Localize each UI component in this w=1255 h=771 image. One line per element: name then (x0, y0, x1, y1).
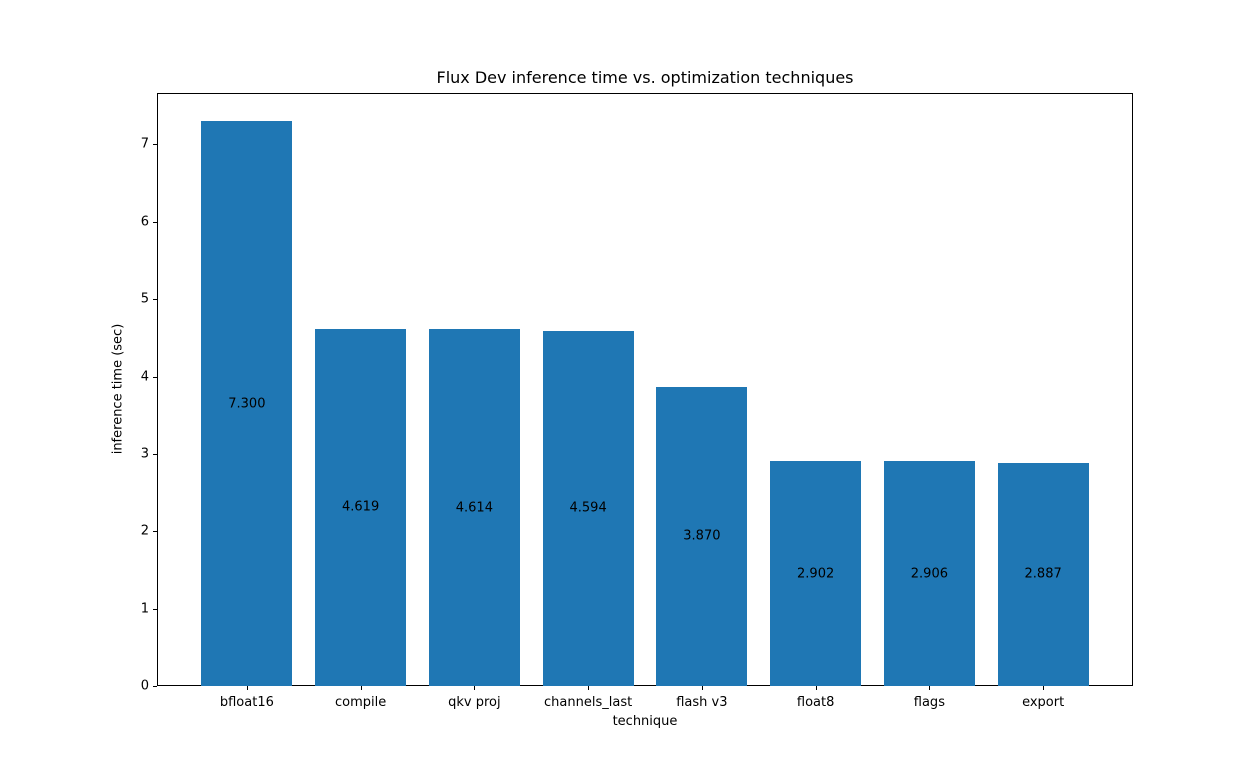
y-tick-label: 4 (140, 369, 149, 385)
x-tick-label-export: export (1022, 695, 1065, 710)
x-tick-mark (1043, 686, 1045, 690)
bar-compile (315, 328, 407, 686)
y-tick-label: 1 (140, 601, 149, 617)
x-tick-label-flash-v3: flash v3 (676, 695, 728, 710)
bar-value-label: 2.902 (797, 566, 835, 582)
x-tick-mark (929, 686, 931, 690)
y-tick-label: 5 (140, 291, 149, 307)
y-tick-label: 0 (140, 678, 149, 694)
x-tick-label-flags: flags (913, 695, 945, 710)
y-tick-mark (153, 376, 157, 378)
y-tick-label: 3 (140, 446, 149, 462)
bar-value-label: 2.906 (910, 566, 948, 582)
x-tick-mark (815, 686, 817, 690)
x-axis-label: technique (612, 714, 678, 729)
y-tick-mark (153, 144, 157, 146)
x-tick-label-bfloat16: bfloat16 (219, 695, 274, 710)
y-tick-mark (153, 608, 157, 610)
y-tick-label: 7 (140, 136, 149, 152)
x-tick-label-compile: compile (334, 695, 387, 710)
y-tick-mark (153, 531, 157, 533)
x-tick-mark (588, 686, 590, 690)
plot-area (157, 93, 1133, 686)
bar-value-label: 2.887 (1024, 566, 1062, 582)
x-tick-label-float8: float8 (796, 695, 835, 710)
bar-flash-v3 (656, 386, 748, 686)
y-axis-label: inference time (sec) (110, 323, 126, 455)
bar-channels-last (542, 330, 634, 686)
bar-flags (883, 461, 975, 686)
y-tick-mark (153, 221, 157, 223)
y-tick-mark (153, 686, 157, 687)
y-tick-label: 6 (140, 214, 149, 230)
x-tick-label-qkv-proj: qkv proj (448, 695, 501, 710)
bar-value-label: 4.614 (455, 500, 493, 516)
x-tick-mark (360, 686, 362, 690)
bar-value-label: 4.594 (569, 500, 607, 516)
x-tick-mark (701, 686, 703, 690)
y-tick-mark (153, 453, 157, 455)
bar-bfloat16 (201, 121, 293, 686)
x-tick-label-channels-last: channels_last (544, 695, 633, 710)
x-tick-mark (246, 686, 248, 690)
bar-value-label: 3.870 (683, 528, 721, 544)
bar-qkv-proj (428, 329, 520, 686)
chart-title: Flux Dev inference time vs. optimization… (436, 68, 854, 87)
bar-export (997, 462, 1089, 686)
bar-float8 (770, 461, 862, 686)
x-tick-mark (474, 686, 476, 690)
bar-value-label: 7.300 (228, 396, 266, 412)
bar-value-label: 4.619 (342, 499, 380, 515)
y-tick-mark (153, 299, 157, 301)
y-tick-label: 2 (140, 523, 149, 539)
